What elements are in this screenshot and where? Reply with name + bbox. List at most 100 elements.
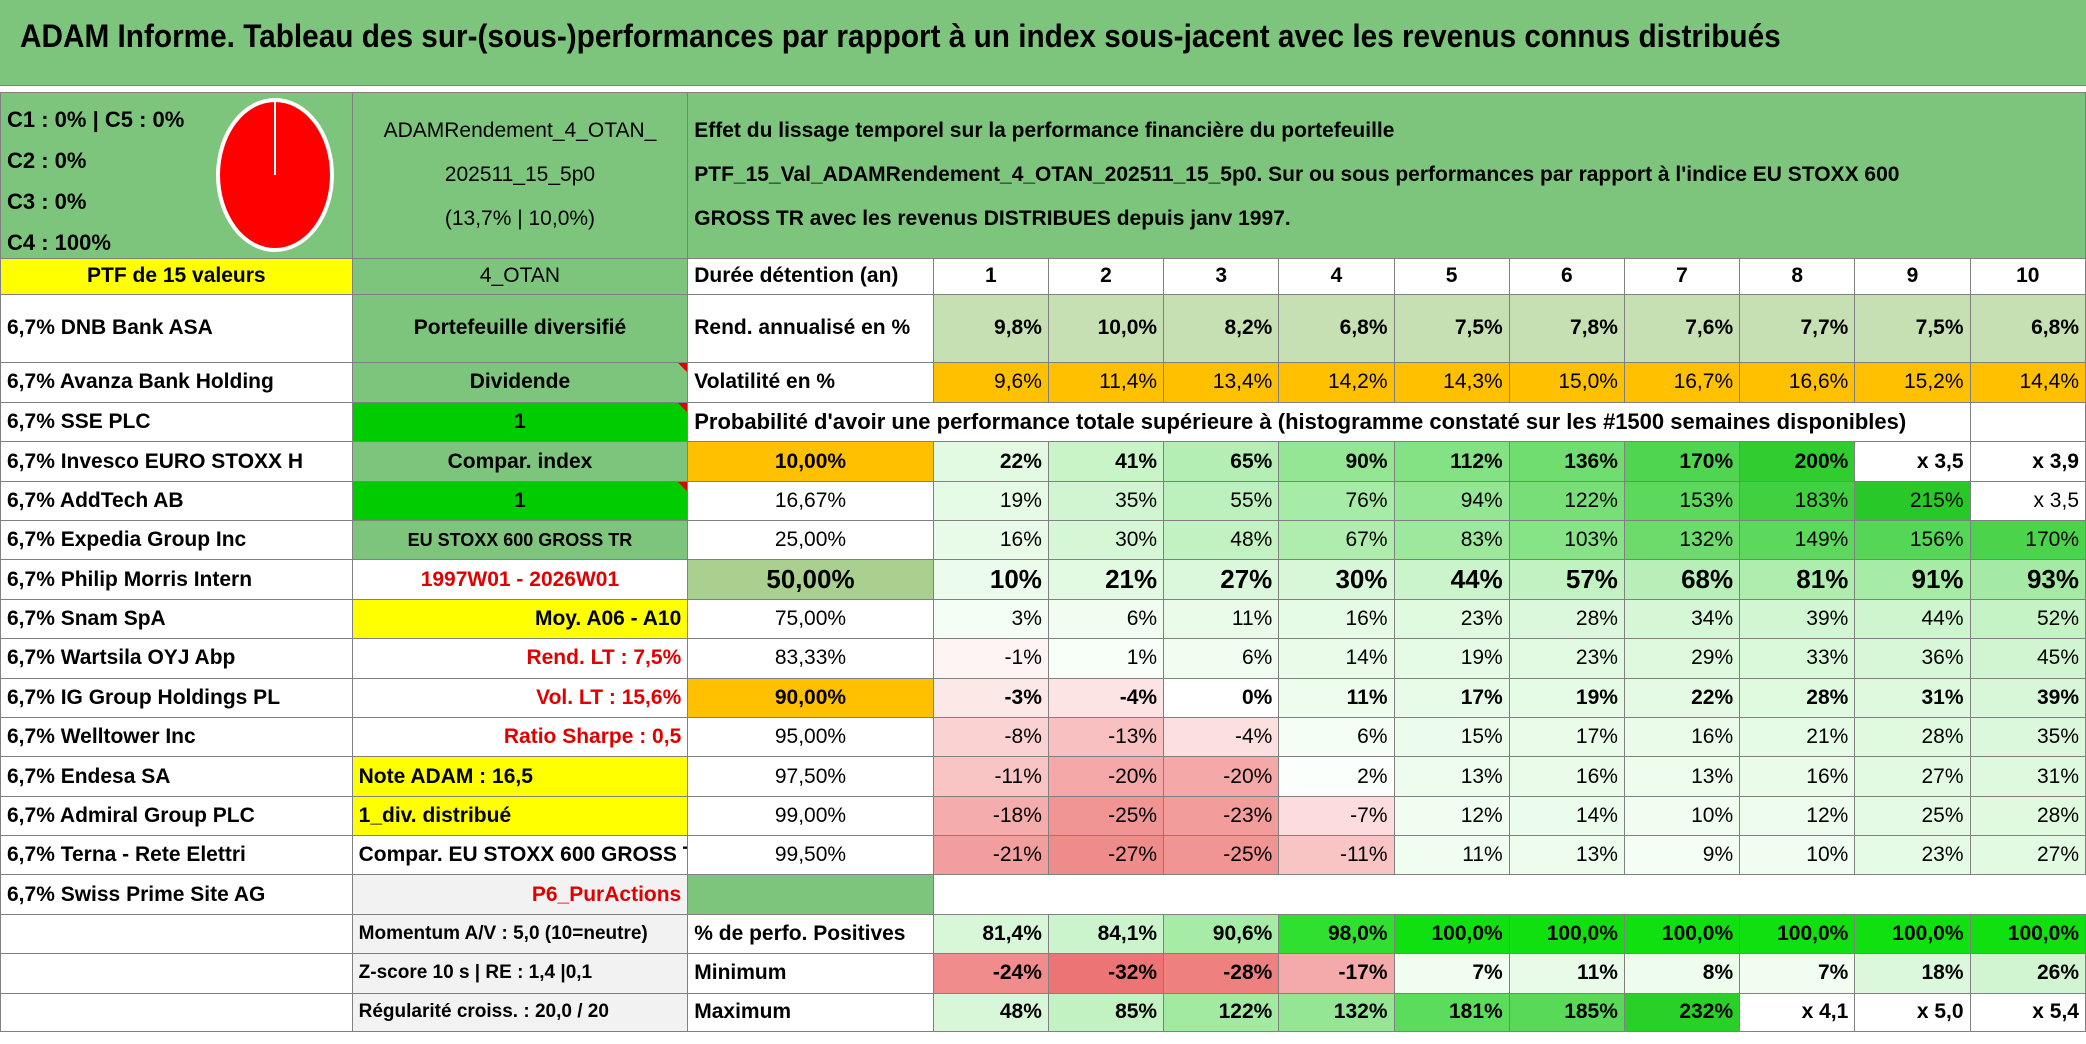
rend-y6: 7,8% xyxy=(1508,293,1625,363)
prob-cell: 112% xyxy=(1393,441,1510,482)
prob-cell: 21% xyxy=(1047,559,1165,600)
portfolio-name-line3: (13,7% | 10,0%) xyxy=(444,207,596,231)
prob-cell: 28% xyxy=(1508,598,1625,640)
period-range: 1997W01 - 2026W01 xyxy=(351,559,689,600)
prob-cell: 90% xyxy=(1278,441,1395,482)
holding-row: 6,7% Wartsila OYJ Abp xyxy=(0,638,353,679)
prob-cell: 3% xyxy=(932,598,1049,640)
prob-cell: 19% xyxy=(1393,638,1510,679)
holding-row: 6,7% Snam SpA xyxy=(0,598,353,640)
vol-y1: 9,6% xyxy=(932,361,1049,403)
min-y6: 11% xyxy=(1508,953,1625,994)
prob-cell: -20% xyxy=(1163,756,1280,797)
prob-cell: 28% xyxy=(1739,677,1856,718)
prob-cell: 35% xyxy=(1047,480,1165,522)
vol-y8: 16,6% xyxy=(1739,361,1856,403)
momentum-label: Momentum A/V : 5,0 (10=neutre) xyxy=(351,913,689,955)
rend-y10: 6,8% xyxy=(1969,293,2086,363)
legend-c3: C3 : 0% xyxy=(7,189,87,214)
min-y4: -17% xyxy=(1278,953,1395,994)
prob-cell: 19% xyxy=(1508,677,1625,718)
prob-cell: 14% xyxy=(1508,795,1625,837)
vol-y7: 16,7% xyxy=(1623,361,1741,403)
prob-cell: -25% xyxy=(1163,835,1280,876)
positive-perf-label: % de perfo. Positives xyxy=(687,913,934,955)
prob-threshold: 99,50% xyxy=(687,835,934,876)
prob-cell: 11% xyxy=(1393,835,1510,876)
prob-cell: 39% xyxy=(1739,598,1856,640)
prob-cell: 215% xyxy=(1854,480,1971,522)
year-6: 6 xyxy=(1508,257,1625,295)
prob-cell: 48% xyxy=(1163,520,1280,561)
prob-cell: 23% xyxy=(1854,835,1971,876)
prob-cell: 27% xyxy=(1969,835,2086,876)
prob-cell: 10% xyxy=(1623,795,1741,837)
prob-cell: 16% xyxy=(932,520,1049,561)
year-9: 9 xyxy=(1854,257,1971,295)
long-term-return: Rend. LT : 7,5% xyxy=(351,638,689,679)
average-range: Moy. A06 - A10 xyxy=(351,598,689,640)
rend-y8: 7,7% xyxy=(1739,293,1856,363)
pos-y7: 100,0% xyxy=(1623,913,1741,955)
prob-cell: 9% xyxy=(1623,835,1741,876)
prob-threshold: 95,00% xyxy=(687,716,934,758)
year-5: 5 xyxy=(1393,257,1510,295)
prob-cell: 28% xyxy=(1854,716,1971,758)
prob-cell: -23% xyxy=(1163,795,1280,837)
vol-y10: 14,4% xyxy=(1969,361,2086,403)
prob-cell: 31% xyxy=(1969,756,2086,797)
prob-cell: 34% xyxy=(1623,598,1741,640)
diversified-label: Portefeuille diversifié xyxy=(351,293,689,363)
prob-cell: 132% xyxy=(1623,520,1741,561)
prob-cell: -4% xyxy=(1163,716,1280,758)
dividend-value: 1 xyxy=(351,401,689,443)
vol-y6: 15,0% xyxy=(1508,361,1625,403)
max-y5: 181% xyxy=(1393,992,1510,1033)
prob-cell: 36% xyxy=(1854,638,1971,679)
prob-cell: 23% xyxy=(1508,638,1625,679)
year-2: 2 xyxy=(1047,257,1165,295)
max-y2: 85% xyxy=(1047,992,1165,1033)
vol-y5: 14,3% xyxy=(1393,361,1510,403)
prob-cell: -27% xyxy=(1047,835,1165,876)
strategy-code: 4_OTAN xyxy=(351,257,689,295)
prob-threshold: 75,00% xyxy=(687,598,934,640)
year-7: 7 xyxy=(1623,257,1741,295)
duration-label: Durée détention (an) xyxy=(687,257,934,295)
long-term-volatility: Vol. LT : 15,6% xyxy=(351,677,689,718)
prob-cell: 94% xyxy=(1393,480,1510,522)
minimum-label: Minimum xyxy=(687,953,934,994)
sheet-name: P6_PurActions xyxy=(351,874,689,915)
prob-cell: 29% xyxy=(1623,638,1741,679)
min-y8: 7% xyxy=(1739,953,1856,994)
prob-cell: -18% xyxy=(932,795,1049,837)
prob-cell: 30% xyxy=(1047,520,1165,561)
holding-row: 6,7% Welltower Inc xyxy=(0,716,353,758)
year-1: 1 xyxy=(932,257,1049,295)
rend-y1: 9,8% xyxy=(932,293,1049,363)
prob-cell: 149% xyxy=(1739,520,1856,561)
holding-row: 6,7% Admiral Group PLC xyxy=(0,795,353,837)
prob-cell: 170% xyxy=(1969,520,2086,561)
maximum-label: Maximum xyxy=(687,992,934,1033)
holding-row: 6,7% AddTech AB xyxy=(0,480,353,522)
prob-cell: 68% xyxy=(1623,559,1741,600)
prob-cell: x 3,5 xyxy=(1854,441,1971,482)
prob-cell: 27% xyxy=(1854,756,1971,797)
prob-cell: -4% xyxy=(1047,677,1165,718)
year-8: 8 xyxy=(1739,257,1856,295)
prob-cell: 28% xyxy=(1969,795,2086,837)
prob-cell: -25% xyxy=(1047,795,1165,837)
prob-cell: 16% xyxy=(1278,598,1395,640)
prob-cell: 16% xyxy=(1739,756,1856,797)
effect-description: Effet du lissage temporel sur la perform… xyxy=(687,92,2086,259)
prob-cell: -8% xyxy=(932,716,1049,758)
prob-cell: 12% xyxy=(1393,795,1510,837)
holding-row: 6,7% Avanza Bank Holding xyxy=(0,361,353,403)
portfolio-name-line2: 202511_15_5p0 xyxy=(444,163,596,187)
rend-y2: 10,0% xyxy=(1047,293,1165,363)
allocation-pie-cell: C1 : 0% | C5 : 0% C2 : 0% C3 : 0% C4 : 1… xyxy=(0,92,353,259)
min-y2: -32% xyxy=(1047,953,1165,994)
max-y9: x 5,0 xyxy=(1854,992,1971,1033)
prob-cell: 17% xyxy=(1393,677,1510,718)
